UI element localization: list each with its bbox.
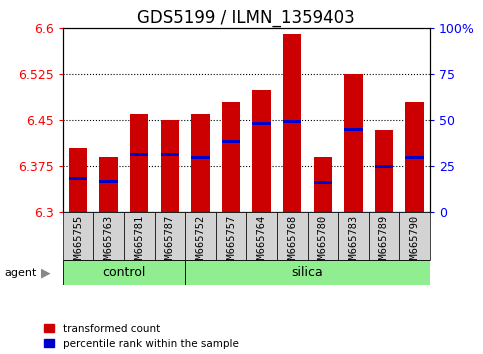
Text: GSM665757: GSM665757	[226, 214, 236, 270]
Bar	[124, 212, 155, 260]
Text: GSM665781: GSM665781	[134, 214, 144, 270]
Bar	[277, 212, 308, 260]
Bar	[283, 120, 301, 123]
Bar	[313, 157, 332, 212]
Bar	[69, 177, 87, 180]
Bar	[246, 212, 277, 260]
Text: ▶: ▶	[41, 267, 51, 280]
Bar	[191, 156, 210, 159]
Bar	[283, 34, 301, 212]
Text: GSM665787: GSM665787	[165, 214, 175, 270]
Bar	[155, 212, 185, 260]
Bar	[253, 90, 271, 212]
Bar	[69, 148, 87, 212]
Bar	[191, 114, 210, 212]
Bar	[99, 180, 118, 183]
Text: GSM665763: GSM665763	[104, 214, 114, 270]
Text: GSM665790: GSM665790	[410, 214, 420, 270]
Title: GDS5199 / ILMN_1359403: GDS5199 / ILMN_1359403	[138, 9, 355, 27]
Bar	[161, 120, 179, 212]
Bar	[375, 130, 393, 212]
Bar	[222, 140, 240, 143]
Text: GSM665755: GSM665755	[73, 214, 83, 270]
Bar	[344, 128, 363, 131]
Bar	[185, 260, 430, 285]
Bar	[63, 260, 185, 285]
Bar	[369, 212, 399, 260]
Bar	[63, 212, 93, 260]
Bar	[344, 74, 363, 212]
Bar	[130, 153, 148, 156]
Bar	[185, 212, 216, 260]
Text: agent: agent	[5, 268, 37, 278]
Bar	[405, 156, 424, 159]
Legend: transformed count, percentile rank within the sample: transformed count, percentile rank withi…	[44, 324, 239, 349]
Bar	[399, 212, 430, 260]
Text: GSM665768: GSM665768	[287, 214, 297, 270]
Bar	[216, 212, 246, 260]
Text: GSM665789: GSM665789	[379, 214, 389, 270]
Text: GSM665783: GSM665783	[348, 214, 358, 270]
Bar	[130, 114, 148, 212]
Text: silica: silica	[292, 266, 324, 279]
Bar	[222, 102, 240, 212]
Text: GSM665752: GSM665752	[196, 214, 205, 270]
Bar	[313, 181, 332, 184]
Bar	[308, 212, 338, 260]
Text: GSM665764: GSM665764	[256, 214, 267, 270]
Bar	[375, 165, 393, 168]
Text: GSM665780: GSM665780	[318, 214, 328, 270]
Text: control: control	[102, 266, 146, 279]
Bar	[161, 153, 179, 156]
Bar	[99, 157, 118, 212]
Bar	[93, 212, 124, 260]
Bar	[253, 122, 271, 125]
Bar	[405, 102, 424, 212]
Bar	[338, 212, 369, 260]
